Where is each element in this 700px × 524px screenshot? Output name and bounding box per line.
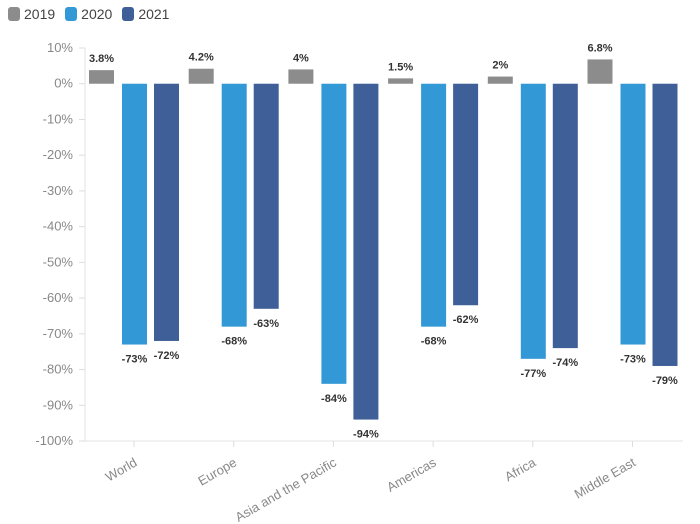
bar-2020 — [122, 83, 147, 345]
x-tick-label: Americas — [384, 454, 439, 494]
data-label: -63% — [253, 318, 279, 330]
legend-item-2019[interactable]: 2019 — [8, 6, 55, 22]
x-tick-label: Africa — [502, 454, 539, 484]
data-label: -73% — [122, 354, 148, 366]
y-tick-label: -100% — [35, 433, 73, 448]
data-label: -73% — [620, 354, 646, 366]
data-label: 6.8% — [587, 42, 612, 54]
y-tick-label: -90% — [43, 397, 74, 412]
y-tick-label: -10% — [43, 111, 74, 126]
legend-label: 2020 — [81, 6, 113, 22]
bar-2019 — [587, 59, 613, 84]
legend-label: 2021 — [138, 6, 170, 22]
data-label: -62% — [453, 314, 479, 326]
data-label: -94% — [353, 429, 379, 441]
legend-swatch — [8, 7, 20, 21]
x-tick-label: World — [103, 455, 140, 485]
data-label: -77% — [520, 368, 546, 380]
data-label: 4% — [293, 52, 309, 64]
x-tick-label: Asia and the Pacific — [233, 454, 340, 524]
legend-swatch — [65, 7, 78, 21]
bar-2021 — [353, 83, 379, 420]
data-label: -68% — [221, 336, 247, 348]
y-tick-label: -40% — [43, 219, 74, 234]
data-label: -68% — [421, 336, 447, 348]
legend-item-2020[interactable]: 2020 — [65, 6, 112, 22]
bar-2020 — [520, 83, 546, 359]
bar-2021 — [253, 83, 279, 309]
bar-2019 — [188, 68, 214, 84]
y-tick-label: -60% — [43, 290, 74, 305]
data-label: -74% — [552, 357, 578, 369]
y-tick-label: -20% — [43, 147, 74, 162]
bar-2019 — [388, 78, 414, 84]
data-label: -72% — [154, 350, 180, 362]
data-label: 4.2% — [189, 52, 214, 64]
data-label: -79% — [652, 375, 678, 387]
y-tick-label: -80% — [43, 362, 74, 377]
bar-2021 — [154, 83, 179, 341]
bar-2021 — [652, 83, 678, 366]
legend-swatch — [122, 7, 135, 21]
bar-2019 — [487, 76, 513, 84]
y-tick-label: -30% — [43, 183, 74, 198]
x-tick-label: Middle East — [572, 454, 639, 501]
y-tick-label: 0% — [54, 76, 73, 91]
data-label: -84% — [321, 393, 347, 405]
bar-2020 — [221, 83, 247, 327]
y-tick-label: -50% — [43, 254, 74, 269]
bar-2020 — [620, 83, 646, 345]
bar-2019 — [89, 70, 114, 84]
bar-2019 — [288, 69, 314, 84]
bar-2020 — [321, 83, 347, 384]
data-label: 2% — [492, 60, 508, 72]
x-tick-label: Europe — [195, 455, 239, 489]
legend: 2019 2020 2021 — [8, 6, 169, 22]
bar-2021 — [453, 83, 479, 306]
legend-label: 2019 — [24, 6, 56, 22]
y-tick-label: 10% — [47, 40, 73, 55]
legend-item-2021[interactable]: 2021 — [122, 6, 169, 22]
bar-2020 — [421, 83, 447, 327]
data-label: 3.8% — [89, 53, 114, 65]
bar-2021 — [552, 83, 578, 349]
y-tick-label: -70% — [43, 326, 74, 341]
data-label: 1.5% — [388, 61, 413, 73]
